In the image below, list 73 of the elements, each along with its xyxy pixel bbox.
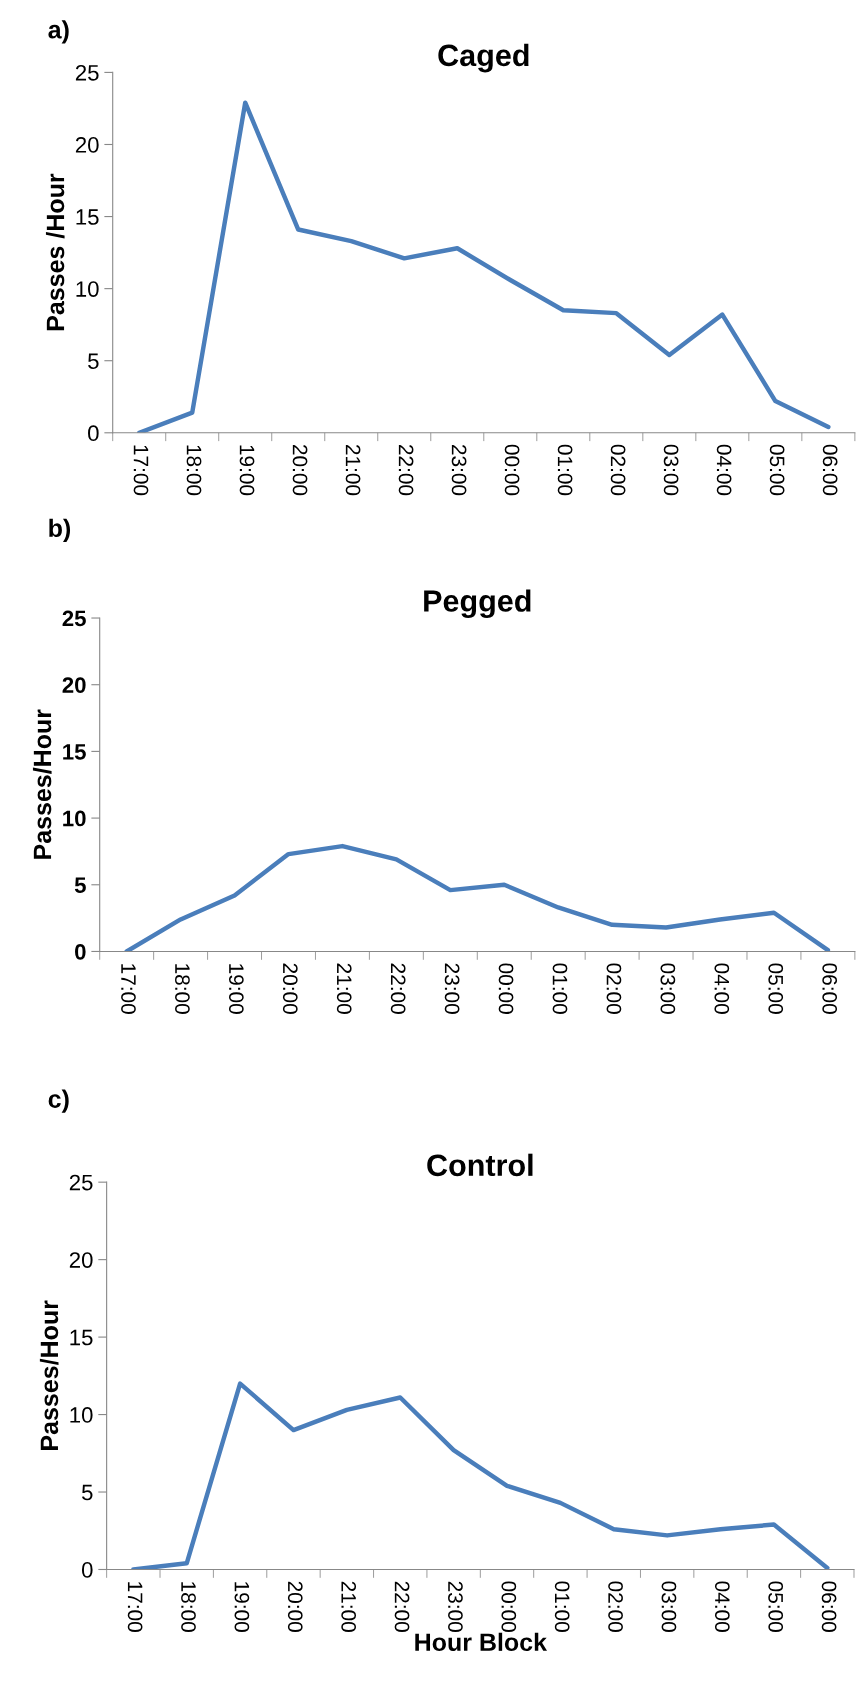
x-tick-label: 04:00 <box>714 963 730 1014</box>
x-tick-label: 04:00 <box>716 444 732 496</box>
line-series <box>137 100 831 433</box>
y-tick-label: 0 <box>81 1562 93 1578</box>
y-tick-label: 15 <box>76 209 99 225</box>
x-tick-label: 23:00 <box>444 963 460 1014</box>
line-series <box>124 843 831 952</box>
x-tick-label: 21:00 <box>336 963 352 1014</box>
x-tick-label: 01:00 <box>557 444 573 496</box>
x-tick-label: 20:00 <box>287 1581 303 1632</box>
text: c) <box>48 1089 69 1113</box>
y-tick-label: 0 <box>75 943 86 960</box>
x-tick-label: 19:00 <box>234 1582 250 1632</box>
chart-title: Control <box>427 1153 533 1177</box>
x-tick-label: 05:00 <box>769 444 785 496</box>
y-tick-label: 25 <box>69 1174 93 1191</box>
x-tick-label: 22:00 <box>398 444 414 496</box>
x-tick-label: 22:00 <box>390 963 406 1014</box>
x-tick-label: 17:00 <box>127 1582 143 1632</box>
y-tick-label: 20 <box>75 137 99 153</box>
x-tick-label: 03:00 <box>660 963 676 1014</box>
x-tick-label: 05:00 <box>768 1581 784 1632</box>
y-tick-label: 10 <box>76 281 99 297</box>
x-tick-label: 19:00 <box>228 964 244 1014</box>
y-tick-label: 5 <box>74 877 86 894</box>
chart-title: Caged <box>438 43 529 73</box>
y-tick-label: 25 <box>75 64 99 81</box>
x-tick-label: 19:00 <box>239 445 255 496</box>
x-axis-title: Hour Block <box>415 1632 548 1652</box>
x-tick-label: 06:00 <box>822 963 838 1014</box>
y-tick-label: 15 <box>63 744 86 760</box>
y-tick-label: 20 <box>69 1252 93 1268</box>
x-tick-label: 23:00 <box>451 444 467 496</box>
y-axis-title: Passes/Hour <box>39 1300 59 1450</box>
x-tick-label: 03:00 <box>663 444 679 496</box>
y-tick-label: 5 <box>88 353 99 369</box>
y-tick-label: 10 <box>63 810 86 827</box>
y-tick-label: 20 <box>62 677 86 693</box>
x-tick-label: 02:00 <box>610 444 626 496</box>
x-tick-label: 23:00 <box>448 1581 463 1632</box>
y-tick-label: 10 <box>70 1407 93 1423</box>
y-axis-title: Passes /Hour <box>45 173 65 331</box>
x-tick-label: 00:00 <box>504 444 520 496</box>
x-tick-label: 02:00 <box>608 1581 623 1632</box>
text: a) <box>48 20 69 44</box>
chart-title: Pegged <box>424 589 531 619</box>
x-tick-label: 20:00 <box>282 963 298 1014</box>
text: b) <box>49 518 71 542</box>
x-tick-label: 04:00 <box>714 1581 730 1632</box>
x-tick-label: 18:00 <box>181 1582 196 1632</box>
y-tick-label: 25 <box>62 610 86 627</box>
x-tick-label: 06:00 <box>821 1581 837 1632</box>
line-series <box>131 1381 830 1570</box>
x-tick-label: 17:00 <box>133 445 149 496</box>
x-tick-label: 00:00 <box>501 1581 517 1632</box>
x-tick-label: 01:00 <box>554 1581 570 1632</box>
x-tick-label: 03:00 <box>661 1581 677 1632</box>
y-tick-label: 5 <box>81 1484 93 1501</box>
x-tick-label: 21:00 <box>341 1581 357 1632</box>
x-tick-label: 17:00 <box>121 964 136 1014</box>
x-tick-label: 21:00 <box>345 444 361 496</box>
y-tick-label: 0 <box>88 425 99 442</box>
x-tick-label: 18:00 <box>186 445 202 496</box>
x-tick-label: 20:00 <box>292 444 308 496</box>
x-tick-label: 02:00 <box>606 963 622 1014</box>
x-tick-label: 01:00 <box>552 963 568 1014</box>
x-tick-label: 06:00 <box>822 444 838 496</box>
y-tick-label: 15 <box>70 1329 93 1346</box>
x-tick-label: 18:00 <box>175 964 190 1014</box>
x-tick-label: 05:00 <box>768 963 784 1014</box>
x-tick-label: 00:00 <box>498 963 514 1014</box>
x-tick-label: 22:00 <box>394 1581 410 1632</box>
y-axis-title: Passes/Hour <box>32 709 52 859</box>
